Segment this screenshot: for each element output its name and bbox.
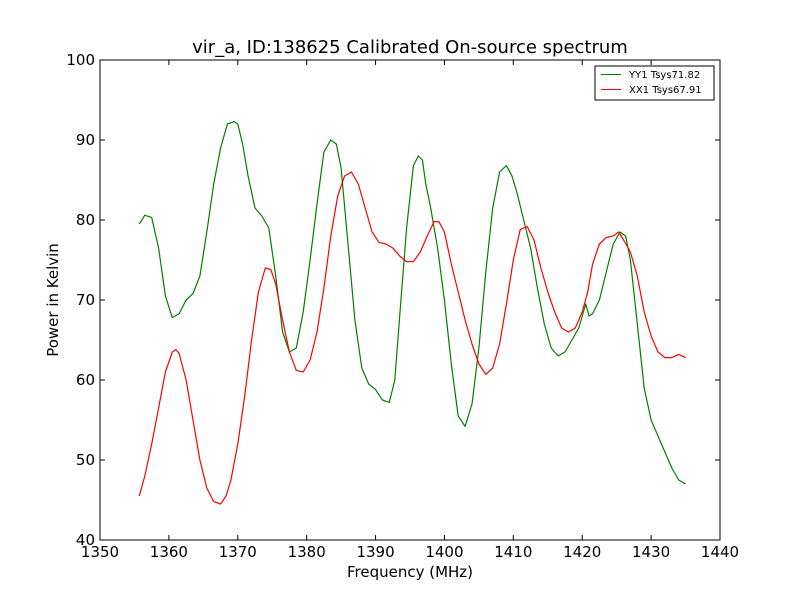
legend-label-xx1: XX1 Tsys67.91 [629, 85, 702, 96]
legend-frame [594, 65, 715, 101]
x-tick-label: 1370 [219, 543, 257, 561]
series-layer [138, 121, 686, 505]
y-tick-label: 50 [76, 451, 95, 469]
chart-title: vir_a, ID:138625 Calibrated On-source sp… [192, 37, 628, 58]
legend-label-yy1: YY1 Tsys71.82 [628, 70, 700, 81]
x-tick-label: 1390 [356, 543, 394, 561]
x-tick-label: 1350 [81, 543, 119, 561]
x-tick-label: 1440 [701, 543, 739, 561]
x-tick-label: 1430 [632, 543, 670, 561]
y-axis-label: Power in Kelvin [44, 243, 62, 357]
x-tick-label: 1410 [494, 543, 532, 561]
x-tick-label: 1420 [563, 543, 601, 561]
x-tick-label: 1400 [425, 543, 463, 561]
ticks-layer: 1350 1360 1370 1380 1390 1400 1410 1420 1430 1440… [66, 51, 739, 561]
x-axis-label: Frequency (MHz) [347, 563, 473, 581]
x-tick-label: 1360 [150, 543, 188, 561]
y-tick-label: 40 [76, 531, 95, 549]
y-tick-label: 90 [76, 131, 95, 149]
y-tick-label: 100 [66, 51, 95, 69]
series-line-xx1 [138, 171, 686, 505]
y-tick-label: 60 [76, 371, 95, 389]
series-line-yy1 [138, 121, 686, 485]
plot-frame [99, 59, 721, 541]
legend: YY1 Tsys71.82 XX1 Tsys67.91 [594, 65, 715, 101]
y-tick-label: 70 [76, 291, 95, 309]
y-tick-label: 80 [76, 211, 95, 229]
x-tick-label: 1380 [288, 543, 326, 561]
